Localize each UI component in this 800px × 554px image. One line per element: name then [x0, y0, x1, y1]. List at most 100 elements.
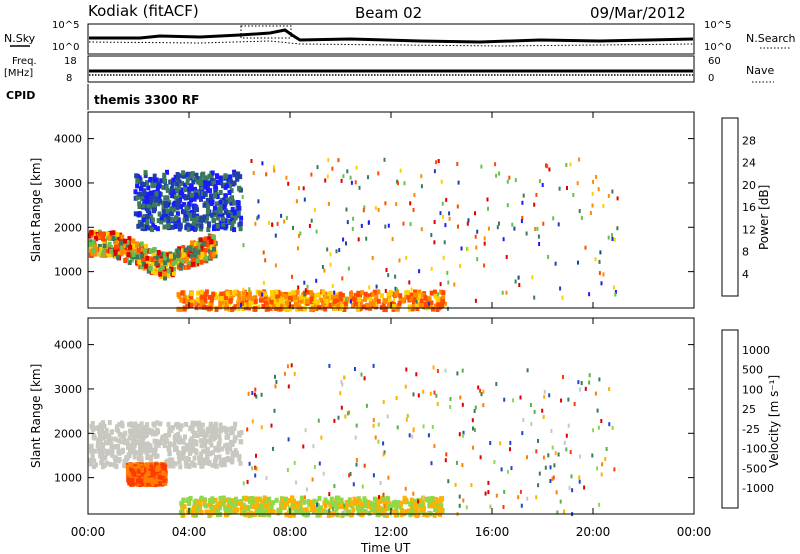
heatmap-cell — [175, 248, 180, 254]
heatmap-cell — [131, 449, 136, 455]
heatmap-cell — [191, 215, 195, 221]
heatmap-cell — [198, 237, 203, 243]
heatmap-cell — [343, 301, 348, 307]
heatmap-cell — [128, 471, 133, 477]
heatmap-cell — [456, 371, 459, 376]
heatmap-cell — [170, 425, 175, 431]
heatmap-cell — [299, 294, 303, 300]
heatmap-cell — [418, 505, 423, 511]
heatmap-cell — [171, 261, 175, 266]
heatmap-cell — [115, 231, 120, 237]
heatmap-cell — [154, 260, 159, 266]
heatmap-cell — [148, 248, 153, 254]
heatmap-cell — [211, 217, 216, 223]
heatmap-cell — [433, 240, 436, 245]
heatmap-cell — [363, 498, 368, 504]
heatmap-cell — [221, 221, 226, 227]
heatmap-cell — [215, 503, 220, 509]
heatmap-cell — [407, 304, 412, 310]
heatmap-cell — [417, 498, 422, 504]
heatmap-cell — [153, 256, 158, 262]
heatmap-cell — [135, 429, 140, 435]
heatmap-cell — [274, 296, 279, 302]
heatmap-cell — [569, 450, 572, 455]
heatmap-cell — [202, 438, 207, 443]
heatmap-cell — [222, 204, 227, 209]
heatmap-cell — [235, 200, 240, 205]
heatmap-cell — [130, 438, 135, 443]
heatmap-cell — [209, 251, 214, 257]
heatmap-cell — [113, 436, 118, 442]
heatmap-cell — [238, 226, 243, 232]
heatmap-cell — [342, 307, 347, 312]
heatmap-cell — [101, 435, 106, 441]
heatmap-cell — [227, 498, 232, 504]
heatmap-cell — [114, 464, 119, 469]
heatmap-cell — [192, 447, 197, 453]
heatmap-cell — [199, 289, 204, 295]
heatmap-cell — [123, 238, 127, 244]
heatmap-cell — [565, 447, 568, 452]
heatmap-cell — [396, 425, 399, 430]
heatmap-cell — [200, 252, 205, 257]
heatmap-cell — [191, 221, 196, 227]
heatmap-cell — [156, 250, 161, 255]
heatmap-cell — [203, 503, 208, 509]
heatmap-cell — [189, 186, 193, 192]
heatmap-cell — [130, 429, 135, 434]
heatmap-cell — [287, 384, 290, 389]
heatmap-cell — [275, 379, 278, 384]
heatmap-cell — [147, 448, 152, 454]
heatmap-cell — [141, 258, 146, 264]
heatmap-cell — [500, 467, 503, 472]
heatmap-cell — [394, 286, 397, 291]
heatmap-cell — [356, 496, 361, 502]
heatmap-cell — [280, 213, 283, 218]
heatmap-cell — [256, 496, 261, 502]
heatmap-cell — [144, 243, 149, 249]
heatmap-cell — [374, 294, 379, 300]
heatmap-cell — [232, 218, 236, 224]
heatmap-cell — [578, 157, 581, 162]
heatmap-cell — [156, 269, 160, 275]
heatmap-cell — [598, 502, 601, 507]
heatmap-cell — [203, 175, 208, 181]
heatmap-cell — [116, 254, 120, 260]
heatmap-cell — [96, 425, 101, 431]
heatmap-cell — [218, 422, 223, 428]
heatmap-cell — [159, 219, 164, 225]
heatmap-cell — [343, 375, 346, 380]
heatmap-cell — [382, 441, 385, 446]
heatmap-cell — [361, 484, 364, 489]
nsky-trace — [89, 28, 694, 44]
heatmap-cell — [591, 191, 594, 196]
heatmap-cell — [197, 427, 202, 433]
heatmap-cell — [183, 194, 188, 200]
noise-tick-right-bottom: 10^0 — [704, 42, 731, 53]
heatmap-cell — [138, 186, 143, 192]
heatmap-cell — [495, 493, 498, 498]
heatmap-cell — [344, 507, 349, 513]
heatmap-cell — [261, 161, 264, 166]
heatmap-cell — [607, 193, 610, 198]
x-tick-label: 08:00 — [273, 525, 308, 539]
heatmap-cell — [137, 259, 142, 265]
heatmap-cell — [447, 280, 450, 285]
heatmap-cell — [172, 447, 177, 452]
heatmap-cell — [605, 447, 608, 451]
heatmap-cell — [429, 496, 434, 502]
heatmap-cell — [392, 304, 397, 309]
heatmap-cell — [246, 496, 251, 502]
heatmap-cell — [133, 189, 138, 195]
heatmap-cell — [411, 304, 416, 310]
heatmap-cell — [201, 171, 206, 177]
heatmap-cell — [204, 431, 209, 437]
heatmap-cell — [119, 240, 123, 246]
heatmap-cell — [186, 176, 190, 182]
heatmap-cell — [202, 304, 206, 310]
heatmap-cell — [387, 273, 390, 278]
heatmap-cell — [171, 177, 176, 183]
heatmap-cell — [572, 193, 575, 197]
heatmap-cell — [302, 306, 307, 312]
freq-label-line1: Freq. — [12, 56, 37, 67]
